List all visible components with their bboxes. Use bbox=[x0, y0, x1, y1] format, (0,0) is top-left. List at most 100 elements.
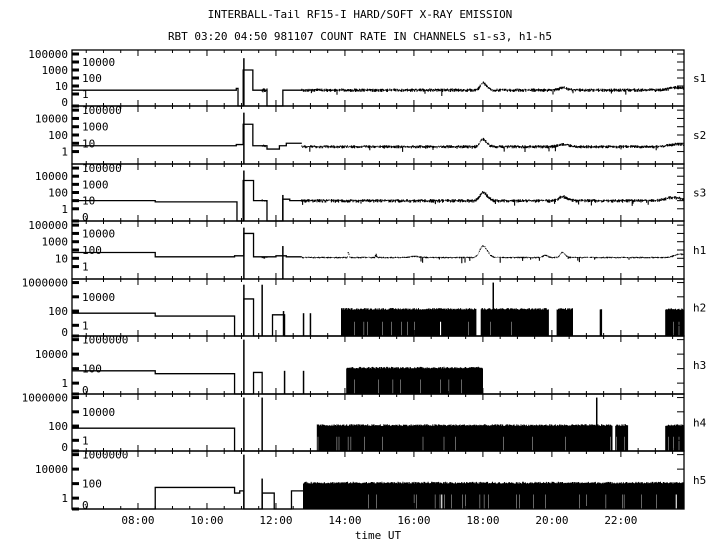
channel-label: h2 bbox=[693, 302, 706, 315]
y-tick-label: 100000 bbox=[28, 219, 68, 232]
noise-series-s3 bbox=[261, 199, 268, 202]
x-tick-label: 12:00 bbox=[259, 514, 292, 527]
y-tick-label: 10 bbox=[82, 137, 95, 150]
noise-series-h1 bbox=[261, 256, 268, 259]
channel-label: s3 bbox=[693, 187, 706, 200]
y-tick-label: 100 bbox=[48, 129, 68, 142]
noise-series-h1 bbox=[301, 245, 684, 264]
y-tick-label: 100000 bbox=[82, 104, 122, 117]
y-tick-label: 100 bbox=[48, 305, 68, 318]
channel-label: h3 bbox=[693, 359, 706, 372]
chart-title: INTERBALL-Tail RF15-I HARD/SOFT X-RAY EM… bbox=[208, 8, 513, 21]
count-block-h4 bbox=[665, 424, 685, 451]
channel-label: s1 bbox=[693, 72, 706, 85]
channel-label: h1 bbox=[693, 244, 706, 257]
y-tick-label: 0 bbox=[61, 326, 68, 339]
channel-label: h5 bbox=[693, 474, 706, 487]
y-tick-label: 1000000 bbox=[22, 277, 68, 290]
y-tick-label: 10000 bbox=[35, 112, 68, 125]
x-axis-ticks: 08:00 10:00 12:00 14:00 16:00 18:00 20:00 22:00 bbox=[121, 514, 637, 527]
y-tick-label: 1 bbox=[61, 146, 68, 159]
y-tick-label: 100 bbox=[82, 478, 102, 491]
y-tick-label: 1 bbox=[61, 492, 68, 505]
y-tick-label: 10000 bbox=[82, 406, 115, 419]
y-tick-label: 0 bbox=[82, 499, 89, 512]
panel-h5: 0 1 100 10000 1000000 h5 bbox=[35, 449, 706, 512]
x-tick-label: 22:00 bbox=[604, 514, 637, 527]
y-tick-label: 0 bbox=[82, 384, 89, 397]
count-block-h3 bbox=[346, 366, 483, 394]
y-tick-label: 10000 bbox=[82, 291, 115, 304]
panel-s2: 1 10 100 1000 10000 100000 s2 bbox=[35, 104, 706, 165]
x-tick-label: 20:00 bbox=[535, 514, 568, 527]
y-tick-label: 1 bbox=[82, 88, 89, 101]
noise-series-s3 bbox=[301, 191, 684, 206]
panel-s1: 0 1 10 100 1000 10000 100000 s1 bbox=[28, 48, 706, 109]
count-block-h2 bbox=[480, 308, 549, 336]
y-tick-label: 1 bbox=[61, 203, 68, 216]
y-tick-label: 10000 bbox=[82, 227, 115, 240]
panel-frame bbox=[71, 220, 685, 280]
channel-label: s2 bbox=[693, 129, 706, 142]
y-tick-label: 10000 bbox=[35, 170, 68, 183]
y-tick-label: 1 bbox=[82, 261, 89, 274]
noise-series-s1 bbox=[261, 88, 268, 93]
panel-h3: 0 1 100 10000 1000000 h3 bbox=[35, 334, 706, 397]
x-tick-label: 08:00 bbox=[121, 514, 154, 527]
y-tick-label: 10 bbox=[55, 252, 68, 265]
y-tick-label: 10000 bbox=[82, 56, 115, 69]
count-block-h4 bbox=[615, 424, 629, 451]
count-block-h2 bbox=[341, 308, 477, 336]
count-block-h2 bbox=[665, 308, 685, 336]
y-tick-label: 1 bbox=[61, 377, 68, 390]
y-tick-label: 100000 bbox=[82, 162, 122, 175]
y-tick-label: 100 bbox=[48, 187, 68, 200]
x-tick-label: 14:00 bbox=[328, 514, 361, 527]
y-tick-label: 10 bbox=[55, 80, 68, 93]
count-block-h2 bbox=[599, 309, 603, 336]
y-tick-label: 100000 bbox=[28, 48, 68, 61]
count-block-h4 bbox=[316, 424, 613, 451]
panel-h4: 0 1 100 10000 1000000 h4 bbox=[22, 392, 707, 454]
x-tick-label: 16:00 bbox=[397, 514, 430, 527]
y-tick-label: 10000 bbox=[35, 463, 68, 476]
y-tick-label: 1 bbox=[82, 319, 89, 332]
series-line-h2 bbox=[72, 298, 684, 337]
y-tick-label: 1000 bbox=[42, 236, 69, 249]
x-tick-label: 18:00 bbox=[466, 514, 499, 527]
count-block-h5 bbox=[303, 481, 685, 509]
y-tick-label: 1000000 bbox=[82, 334, 128, 347]
noise-series-s1 bbox=[301, 81, 684, 96]
count-block-h2 bbox=[556, 308, 573, 336]
y-tick-label: 1000000 bbox=[82, 449, 128, 462]
y-tick-label: 100 bbox=[48, 420, 68, 433]
chart-subtitle: RBT 03:20 04:50 981107 COUNT RATE IN CHA… bbox=[168, 30, 552, 43]
noise-series-s2 bbox=[301, 137, 684, 152]
y-tick-label: 0 bbox=[61, 96, 68, 109]
y-tick-label: 1000 bbox=[82, 121, 109, 134]
panel-h2: 0 1 100 10000 1000000 h2 bbox=[22, 277, 707, 339]
series-line-s3 bbox=[72, 179, 302, 222]
y-tick-label: 100 bbox=[82, 363, 102, 376]
x-axis-label: time UT bbox=[355, 529, 402, 542]
channel-label: h4 bbox=[693, 417, 707, 430]
noise-series-s2 bbox=[259, 144, 266, 148]
x-tick-label: 10:00 bbox=[190, 514, 223, 527]
panel-h1: 1 10 100 1000 10000 100000 h1 bbox=[28, 219, 706, 280]
y-tick-label: 100 bbox=[82, 244, 102, 257]
y-tick-label: 1000000 bbox=[22, 392, 68, 405]
series-line-h5 bbox=[72, 486, 304, 510]
panel-frame bbox=[71, 49, 685, 107]
y-tick-label: 0 bbox=[82, 211, 89, 224]
y-tick-label: 0 bbox=[61, 441, 68, 454]
y-tick-label: 1000 bbox=[42, 64, 69, 77]
y-tick-label: 1000 bbox=[82, 178, 109, 191]
y-tick-label: 100 bbox=[82, 72, 102, 85]
y-tick-label: 1 bbox=[82, 434, 89, 447]
panel-frame bbox=[71, 105, 685, 165]
series-line-s1 bbox=[72, 69, 302, 107]
panels: 0110100100010000100000s11101001000100001… bbox=[22, 48, 707, 512]
y-tick-label: 10000 bbox=[35, 348, 68, 361]
